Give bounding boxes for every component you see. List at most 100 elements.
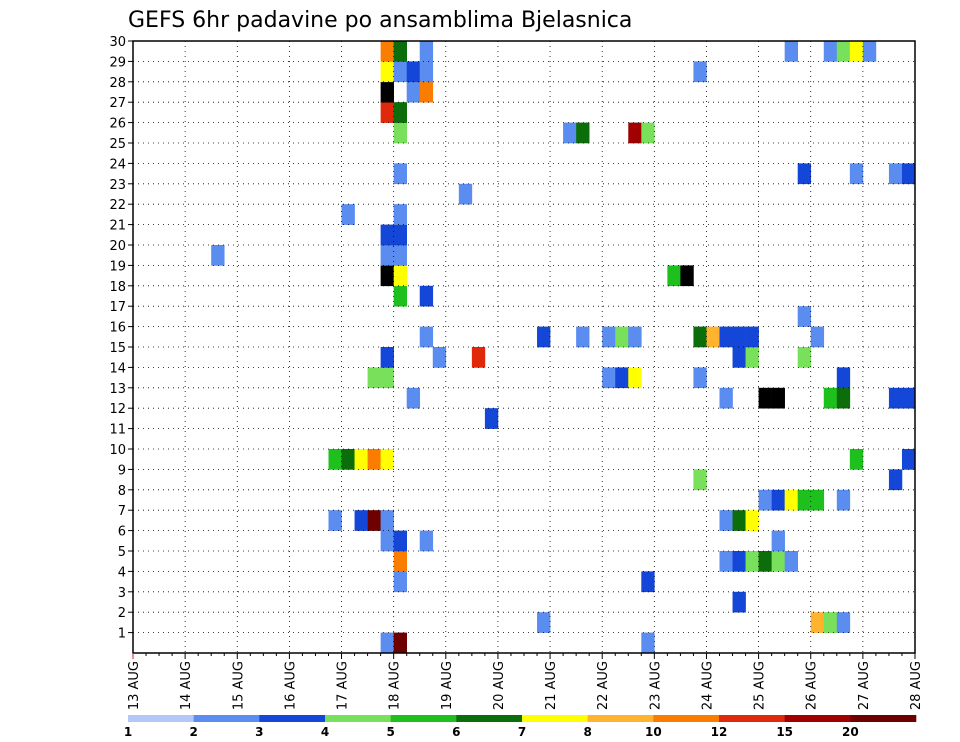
heat-cell — [484, 408, 499, 429]
heat-cell — [771, 387, 785, 409]
heat-cell — [406, 81, 421, 103]
y-tick-label: 1 — [118, 627, 126, 642]
y-tick-label: 8 — [118, 484, 126, 499]
heat-cell — [849, 449, 864, 470]
x-tick-label: 21 AUG — [544, 661, 559, 710]
heat-cell — [680, 265, 694, 287]
heat-cell — [667, 265, 681, 287]
x-tick-label: 22 AUG — [596, 661, 611, 710]
heat-cell — [393, 61, 407, 83]
heat-cell — [367, 510, 381, 531]
heat-cell — [393, 285, 407, 307]
heat-cell — [771, 489, 785, 511]
heat-cell — [758, 551, 772, 572]
heat-cell — [823, 387, 838, 409]
heat-cell — [576, 326, 590, 348]
heat-cell — [380, 102, 394, 123]
heat-cell — [537, 326, 551, 348]
heat-cell — [719, 326, 733, 348]
y-tick-label: 27 — [109, 96, 126, 111]
heat-cell — [732, 347, 746, 368]
heat-cell — [823, 41, 838, 62]
heat-cell — [380, 510, 394, 531]
heat-cell — [380, 347, 394, 368]
heat-cell — [419, 285, 434, 307]
legend-label: 15 — [776, 725, 793, 739]
legend-label: 4 — [321, 725, 329, 739]
heat-cell — [328, 510, 342, 531]
heat-cell — [810, 489, 825, 511]
heat-cell — [745, 510, 759, 531]
y-tick-label: 3 — [118, 586, 126, 601]
heat-cell — [471, 347, 486, 368]
heat-cell — [745, 326, 759, 348]
y-tick-label: 4 — [118, 565, 126, 580]
heat-cell — [380, 245, 394, 266]
heat-cell — [862, 41, 877, 62]
heat-cell — [380, 224, 394, 246]
heat-cell — [836, 489, 851, 511]
heat-cell — [888, 163, 903, 185]
x-tick-label: 17 AUG — [336, 661, 351, 710]
heat-cell — [393, 122, 407, 144]
heat-cell — [784, 489, 798, 511]
heat-cell — [354, 449, 368, 470]
x-tick-label: 19 AUG — [440, 661, 455, 710]
heat-cell — [693, 326, 707, 348]
legend-label: 7 — [518, 725, 526, 739]
heat-cell — [810, 612, 825, 633]
legend-label: 1 — [124, 725, 132, 739]
y-tick-label: 5 — [118, 545, 126, 560]
heat-cell — [745, 347, 759, 368]
heat-cell — [393, 102, 407, 123]
legend-swatch — [522, 715, 588, 722]
heat-cell — [380, 265, 394, 287]
y-tick-label: 30 — [109, 35, 126, 50]
legend-label: 6 — [452, 725, 460, 739]
heat-cell — [393, 224, 407, 246]
heat-cell — [615, 326, 629, 348]
heat-cell — [406, 387, 421, 409]
heat-cell — [393, 265, 407, 287]
x-axis-ticks: 13 AUG 14 AUG 15 AUG 16 AUG 17 AUG 18 AUG 19 A… — [127, 653, 924, 710]
grid-lines — [133, 41, 915, 653]
x-tick-label: 24 AUG — [700, 661, 715, 710]
heat-cell — [641, 632, 655, 654]
color-legend: 1 2 3 4 5 6 7 8 10 12 15 20 — [124, 715, 917, 739]
heat-cell — [393, 245, 407, 266]
heat-cell — [719, 510, 733, 531]
heat-cell — [563, 122, 577, 144]
y-tick-label: 20 — [109, 239, 126, 254]
y-tick-label: 14 — [109, 361, 126, 376]
heat-cell — [393, 551, 407, 572]
y-tick-label: 11 — [109, 423, 126, 438]
heat-cell — [719, 551, 733, 572]
y-tick-label: 23 — [109, 178, 126, 193]
heat-cell — [576, 122, 590, 144]
heat-cell — [901, 163, 916, 185]
heat-cell — [641, 122, 655, 144]
heat-cell — [393, 41, 407, 62]
heat-cell — [393, 571, 407, 593]
heat-cell — [641, 571, 655, 593]
heat-cell — [367, 367, 381, 389]
heat-cell — [393, 163, 407, 185]
heat-cell — [419, 326, 434, 348]
x-tick-label: 25 AUG — [753, 661, 768, 710]
heat-cell — [341, 449, 355, 470]
legend-label: 5 — [386, 725, 394, 739]
heat-cell — [354, 510, 368, 531]
heat-cell — [458, 183, 473, 205]
heat-cell — [393, 204, 407, 225]
heat-cell — [706, 326, 720, 348]
heat-cell — [732, 591, 746, 613]
legend-swatch — [456, 715, 523, 722]
heat-cell — [888, 387, 903, 409]
heat-cell — [328, 449, 342, 470]
x-tick-label: 20 AUG — [492, 661, 507, 710]
legend-label: 20 — [842, 725, 859, 739]
heat-cell — [732, 326, 746, 348]
legend-swatch — [193, 715, 260, 722]
chart-title: GEFS 6hr padavine po ansamblima Bjelasni… — [128, 8, 632, 33]
x-tick-label: 28 AUG — [909, 661, 924, 710]
